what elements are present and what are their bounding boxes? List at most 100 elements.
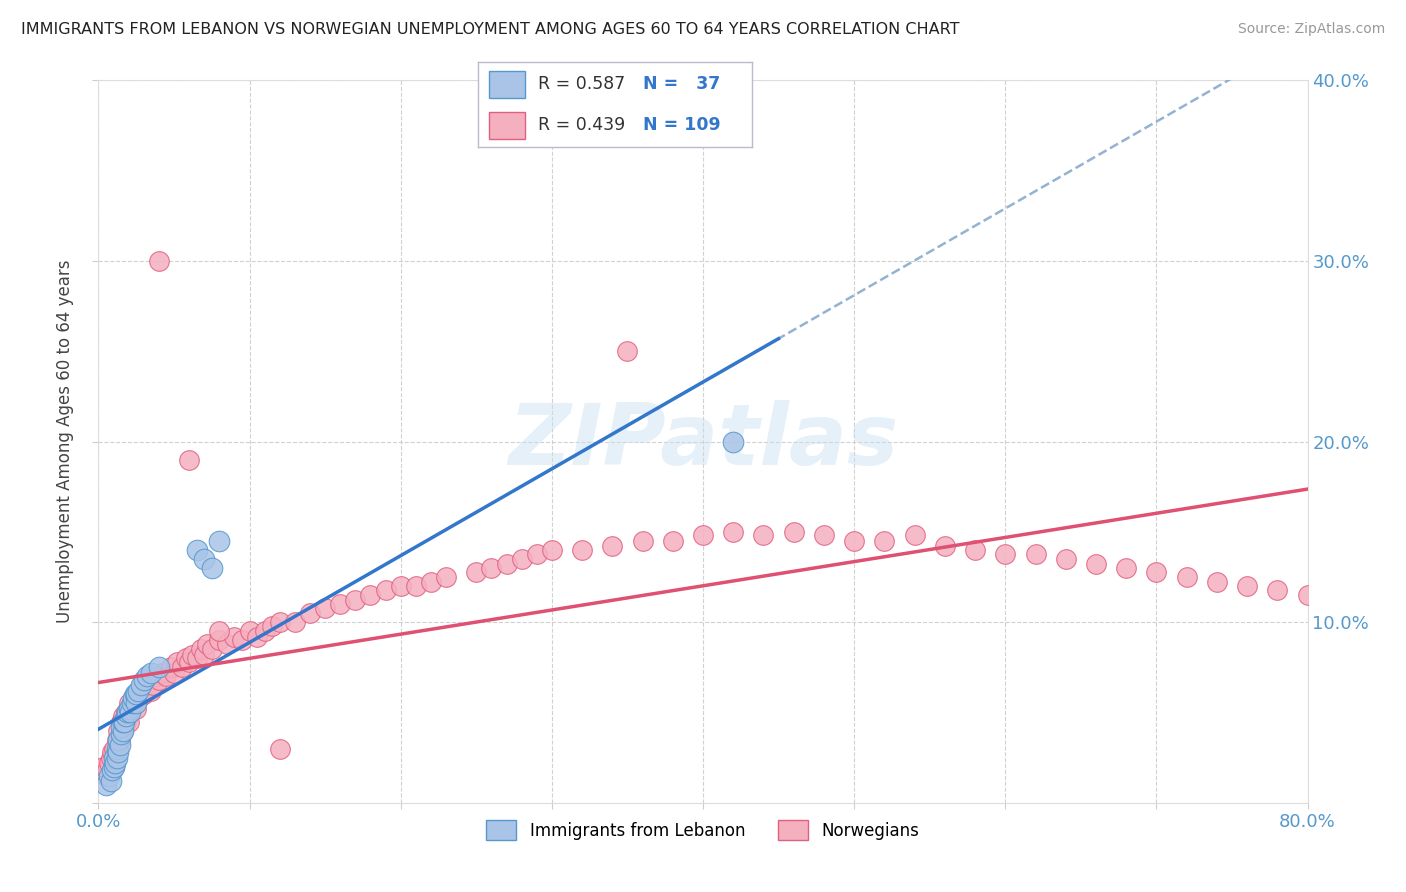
- Point: [107, 732, 129, 747]
- Text: IMMIGRANTS FROM LEBANON VS NORWEGIAN UNEMPLOYMENT AMONG AGES 60 TO 64 YEARS CORR: IMMIGRANTS FROM LEBANON VS NORWEGIAN UNE…: [21, 22, 959, 37]
- Point: [723, 434, 745, 449]
- Point: [195, 637, 218, 651]
- Point: [127, 687, 149, 701]
- Point: [208, 533, 231, 548]
- Point: [1267, 582, 1289, 597]
- Point: [110, 720, 132, 734]
- Y-axis label: Unemployment Among Ages 60 to 64 years: Unemployment Among Ages 60 to 64 years: [56, 260, 75, 624]
- Point: [1144, 565, 1167, 579]
- Point: [174, 651, 197, 665]
- Point: [510, 552, 533, 566]
- Point: [145, 669, 167, 683]
- Point: [118, 697, 141, 711]
- Point: [160, 660, 183, 674]
- Point: [103, 741, 125, 756]
- Point: [111, 723, 134, 738]
- Point: [142, 678, 165, 692]
- Point: [374, 582, 396, 597]
- Point: [125, 702, 148, 716]
- Point: [115, 709, 138, 723]
- Point: [141, 665, 163, 680]
- Point: [208, 624, 231, 639]
- Point: [481, 561, 503, 575]
- Point: [141, 683, 163, 698]
- Point: [360, 588, 382, 602]
- Point: [1054, 552, 1077, 566]
- Point: [224, 630, 246, 644]
- Point: [136, 673, 159, 687]
- Point: [98, 756, 121, 770]
- Point: [723, 524, 745, 539]
- Point: [571, 542, 593, 557]
- Point: [96, 764, 118, 778]
- Point: [91, 760, 114, 774]
- Point: [105, 741, 128, 756]
- Point: [129, 678, 152, 692]
- Point: [121, 697, 143, 711]
- Point: [389, 579, 412, 593]
- Point: [105, 732, 128, 747]
- Bar: [489, 112, 524, 139]
- Point: [994, 547, 1017, 561]
- Point: [110, 727, 132, 741]
- Point: [121, 702, 143, 716]
- Point: [631, 533, 654, 548]
- Point: [115, 706, 138, 720]
- Point: [122, 697, 145, 711]
- Point: [155, 669, 177, 683]
- Point: [299, 606, 322, 620]
- Point: [129, 683, 152, 698]
- Point: [262, 619, 284, 633]
- Point: [128, 691, 150, 706]
- Point: [108, 738, 131, 752]
- Point: [112, 714, 135, 729]
- Text: Source: ZipAtlas.com: Source: ZipAtlas.com: [1237, 22, 1385, 37]
- Point: [201, 642, 224, 657]
- Point: [170, 660, 193, 674]
- Point: [186, 651, 208, 665]
- Point: [1206, 575, 1229, 590]
- Point: [107, 745, 129, 759]
- Point: [100, 774, 122, 789]
- Point: [329, 597, 352, 611]
- Point: [103, 760, 125, 774]
- Point: [783, 524, 806, 539]
- Point: [114, 714, 136, 729]
- Point: [148, 673, 170, 687]
- Text: ZIPatlas: ZIPatlas: [508, 400, 898, 483]
- Point: [208, 633, 231, 648]
- Point: [111, 714, 134, 729]
- Point: [813, 528, 835, 542]
- Point: [148, 660, 170, 674]
- Point: [101, 764, 124, 778]
- Point: [112, 720, 135, 734]
- Point: [135, 669, 157, 683]
- Point: [661, 533, 683, 548]
- Point: [186, 542, 208, 557]
- Point: [120, 706, 142, 720]
- Point: [103, 750, 125, 764]
- Point: [904, 528, 927, 542]
- Point: [253, 624, 276, 639]
- Point: [495, 558, 517, 572]
- Point: [215, 637, 238, 651]
- Point: [118, 714, 141, 729]
- Point: [122, 691, 145, 706]
- Point: [108, 732, 131, 747]
- Point: [239, 624, 262, 639]
- Point: [420, 575, 443, 590]
- Point: [1296, 588, 1319, 602]
- Point: [844, 533, 866, 548]
- Point: [114, 709, 136, 723]
- Point: [150, 665, 173, 680]
- Point: [752, 528, 775, 542]
- Point: [540, 542, 562, 557]
- Point: [166, 655, 188, 669]
- Point: [94, 778, 117, 792]
- Point: [314, 600, 336, 615]
- Point: [163, 665, 186, 680]
- Point: [965, 542, 987, 557]
- Point: [148, 254, 170, 268]
- Point: [104, 756, 127, 770]
- Point: [284, 615, 307, 630]
